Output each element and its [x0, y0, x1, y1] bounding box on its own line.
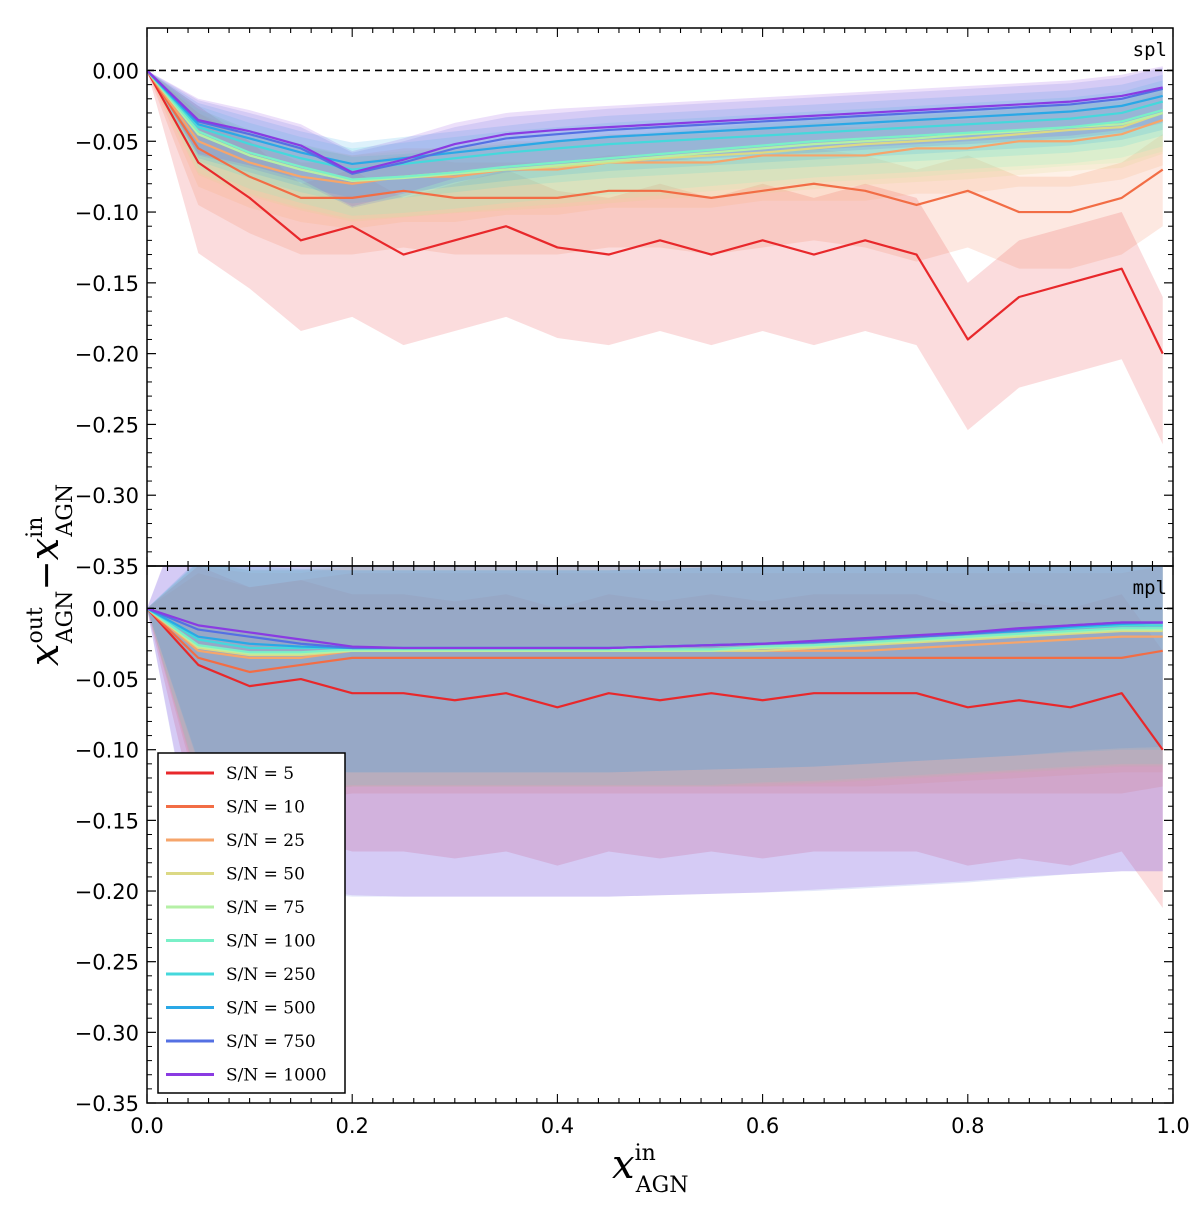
y-axis-label: xout AGN−xin AGN [22, 484, 78, 666]
y-tick-label: −0.20 [75, 343, 139, 367]
band-S/N=10 [147, 566, 1163, 808]
legend-label: S/N = 500 [226, 999, 316, 1019]
series-line [147, 69, 1164, 355]
panel-mpl: 0.00−0.05−0.10−0.15−0.20−0.25−0.30−0.350… [75, 565, 1190, 1138]
y-tick-label: −0.05 [75, 130, 139, 154]
x-tick-label: 0.0 [130, 1114, 163, 1138]
y-tick-label: −0.25 [75, 413, 139, 437]
y-tick-label: −0.15 [75, 272, 139, 296]
series-line [147, 607, 1163, 650]
band-S/N=75 [147, 566, 1163, 790]
series-line [147, 69, 1163, 175]
band-S/N=250 [147, 70, 1163, 204]
band-S/N=25 [147, 566, 1163, 794]
x-axis-label: xin AGN [612, 1141, 689, 1198]
series-line [147, 69, 1163, 174]
band-S/N=500 [147, 566, 1163, 773]
series-line [147, 69, 1164, 185]
series-line [147, 69, 1164, 214]
band-S/N=1000 [147, 66, 1163, 207]
band-S/N=50 [147, 566, 1163, 791]
y-tick-label: −0.15 [75, 809, 139, 833]
legend-label: S/N = 1000 [226, 1066, 327, 1086]
x-tick-label: 0.6 [746, 1114, 779, 1138]
x-tick-label: 0.8 [951, 1114, 984, 1138]
y-tick-label: −0.10 [75, 201, 139, 225]
y-tick-label: −0.10 [75, 739, 139, 763]
plot-area [147, 566, 1173, 908]
series-line [147, 69, 1164, 183]
legend-box [157, 752, 346, 1094]
band-S/N=75 [147, 70, 1163, 220]
band-S/N=250 [147, 566, 1163, 773]
band-S/N=10 [147, 70, 1163, 269]
y-tick-label: −0.30 [75, 484, 139, 508]
x-tick-label: 1.0 [1156, 1114, 1189, 1138]
plot-area [147, 66, 1173, 445]
series-line [147, 607, 1163, 654]
band-S/N=100 [147, 70, 1163, 216]
y-tick-label: −0.30 [75, 1021, 139, 1045]
band-S/N=750 [147, 67, 1163, 208]
legend-label: S/N = 5 [226, 764, 294, 784]
band-S/N=50 [147, 70, 1163, 222]
y-tick-label: 0.00 [92, 59, 139, 83]
y-tick-label: 0.00 [92, 597, 139, 621]
series-line [147, 607, 1163, 674]
band-S/N=100 [147, 566, 1163, 788]
legend: S/N = 5 S/N = 10 S/N = 25 S/N = 50 S/N = 75 S… [157, 752, 346, 1094]
series-line [147, 69, 1164, 181]
panel-spl: 0.00 −0.05 −0.10 −0.15 −0.20 −0.25 −0.30 −0.35 s… [75, 27, 1174, 579]
y-tick-label: −0.05 [75, 668, 139, 692]
series-line [147, 607, 1163, 655]
legend-label: S/N = 25 [226, 831, 305, 851]
band-S/N=5 [147, 70, 1163, 445]
series-line [147, 69, 1164, 171]
legend-label: S/N = 250 [226, 965, 316, 985]
legend-label: S/N = 50 [226, 865, 305, 885]
legend-label: S/N = 750 [226, 1032, 316, 1052]
panel-tag: spl [1133, 39, 1167, 61]
series-line [147, 607, 1164, 751]
legend-label: S/N = 100 [226, 932, 316, 952]
panel-tag: mpl [1133, 577, 1167, 599]
x-tick-label: 0.2 [335, 1114, 368, 1138]
legend-label: S/N = 75 [226, 898, 305, 918]
band-S/N=25 [147, 70, 1163, 230]
y-tick-label: −0.35 [75, 1092, 139, 1116]
y-tick-label: −0.35 [75, 555, 139, 579]
legend-label: S/N = 10 [226, 798, 305, 818]
y-tick-label: −0.25 [75, 951, 139, 975]
x-tick-label: 0.4 [541, 1114, 574, 1138]
y-tick-label: −0.20 [75, 880, 139, 904]
